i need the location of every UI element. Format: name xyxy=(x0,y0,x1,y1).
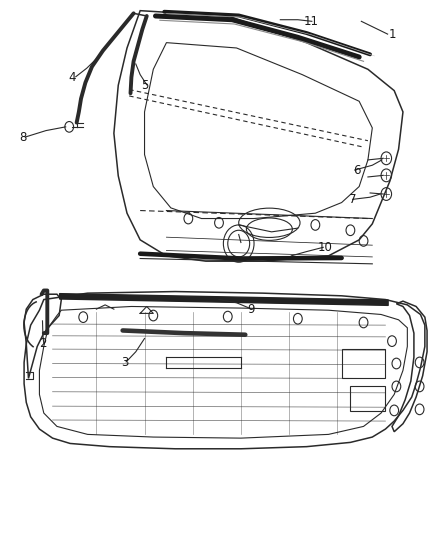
Text: 2: 2 xyxy=(39,337,46,350)
Text: 8: 8 xyxy=(19,131,26,144)
Text: 9: 9 xyxy=(247,303,254,316)
Text: 3: 3 xyxy=(121,356,128,369)
Text: 4: 4 xyxy=(68,71,76,84)
Text: 7: 7 xyxy=(349,193,357,206)
Text: 11: 11 xyxy=(304,15,318,28)
Text: 6: 6 xyxy=(353,164,361,177)
Text: 1: 1 xyxy=(388,28,396,41)
Text: 10: 10 xyxy=(318,241,332,254)
Text: 5: 5 xyxy=(141,79,148,92)
